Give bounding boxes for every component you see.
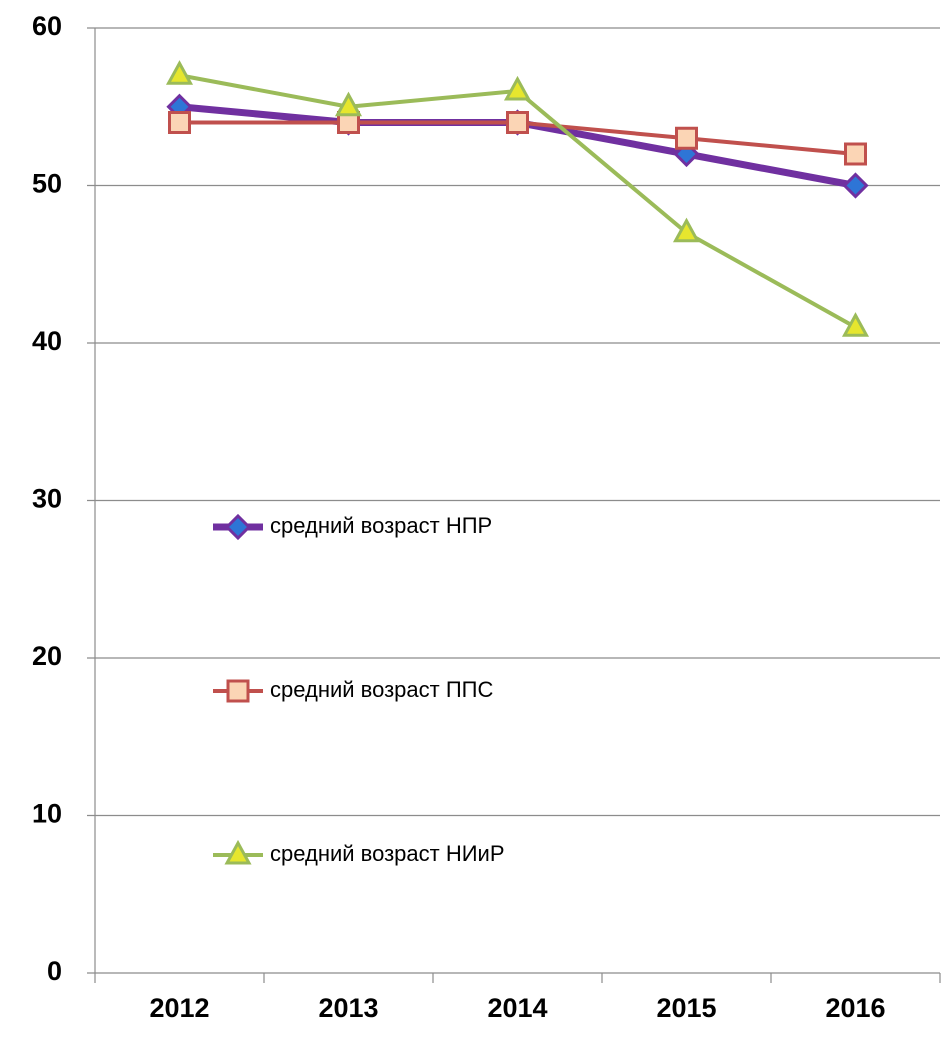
- data-point: [672, 217, 701, 243]
- data-point: [675, 126, 698, 150]
- x-tick-label: 2016: [825, 993, 885, 1023]
- data-point: [165, 60, 194, 85]
- data-point: [844, 142, 867, 166]
- legend-label: средний возраст НПР: [270, 513, 492, 538]
- x-tick-label: 2012: [149, 993, 209, 1023]
- data-point: [168, 111, 191, 134]
- x-tick-label: 2013: [318, 993, 378, 1023]
- legend-label: средний возраст ППС: [270, 677, 493, 702]
- legend-marker: [224, 839, 252, 865]
- y-tick-label: 10: [32, 799, 62, 829]
- data-point: [842, 172, 869, 199]
- y-tick-label: 40: [32, 326, 62, 356]
- legend-marker: [224, 513, 252, 541]
- y-tick-label: 0: [47, 956, 62, 986]
- y-tick-label: 50: [32, 169, 62, 199]
- data-point: [503, 75, 532, 101]
- x-tick-label: 2015: [656, 993, 716, 1023]
- legend-marker: [226, 679, 250, 703]
- data-point: [841, 312, 870, 337]
- data-point: [334, 91, 363, 117]
- data-point: [506, 111, 529, 134]
- y-tick-label: 30: [32, 484, 62, 514]
- legend-label: средний возраст НИиР: [270, 841, 505, 866]
- x-tick-label: 2014: [487, 993, 547, 1023]
- y-tick-label: 20: [32, 641, 62, 671]
- y-tick-label: 60: [32, 11, 62, 41]
